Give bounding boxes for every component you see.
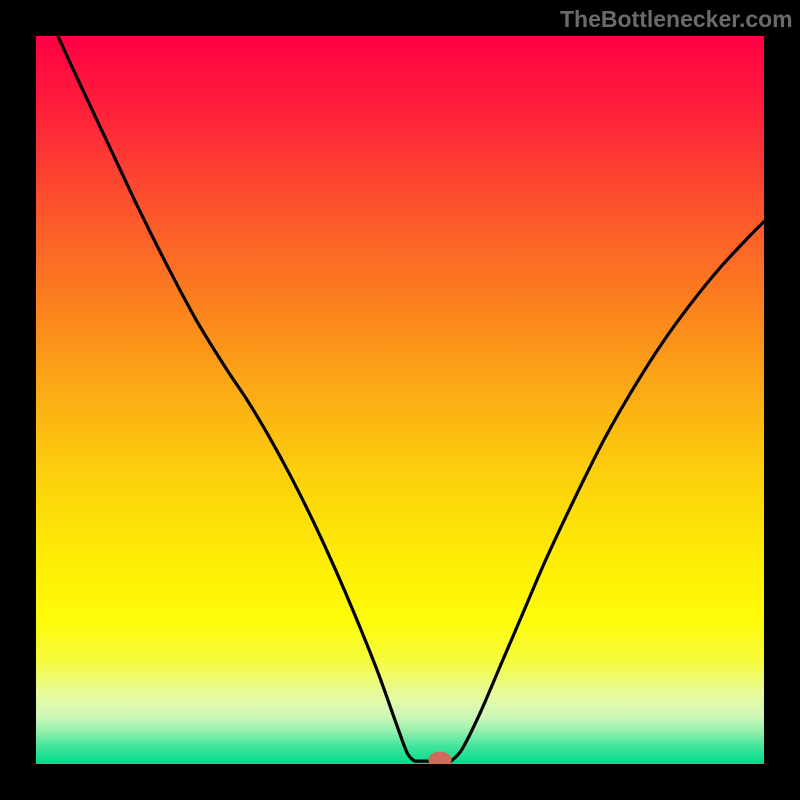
chart-svg bbox=[36, 36, 764, 764]
chart-plot-area bbox=[36, 36, 764, 764]
chart-background bbox=[36, 36, 764, 764]
